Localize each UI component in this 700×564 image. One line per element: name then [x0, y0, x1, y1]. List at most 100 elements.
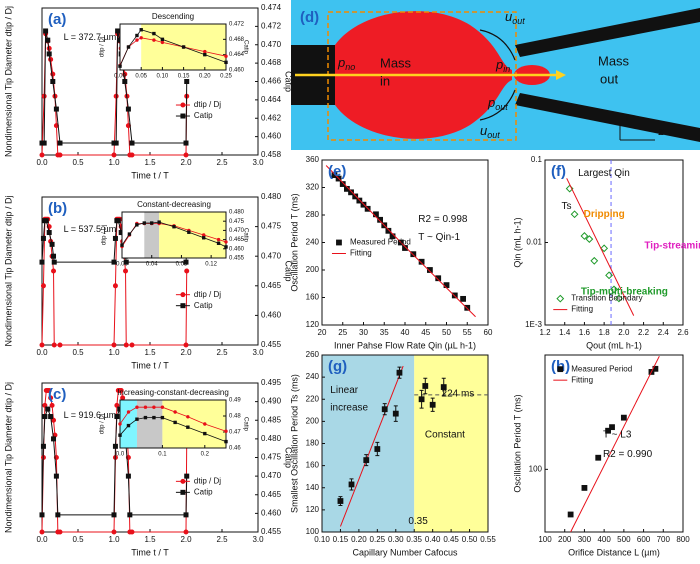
flow-arrow	[479, 89, 516, 121]
marker	[224, 429, 228, 433]
y-tick-label: 1E-3	[525, 320, 542, 329]
marker	[48, 395, 54, 401]
marker	[356, 197, 363, 204]
marker	[152, 415, 156, 420]
region	[162, 400, 226, 448]
x-tick-label: 0.00	[116, 262, 128, 268]
x-tick-label: 300	[578, 535, 592, 544]
marker	[123, 259, 129, 265]
x-tick-label: 50	[442, 328, 451, 337]
x-tick-label: 400	[597, 535, 611, 544]
marker	[173, 410, 177, 414]
annotation: Ts	[562, 201, 572, 212]
y2-tick-label: 0.468	[229, 37, 245, 43]
y-tick-label: 160	[306, 293, 320, 302]
marker	[402, 245, 408, 251]
marker	[224, 240, 228, 244]
y-axis-label: Qin (mL h-1)	[512, 217, 522, 267]
marker	[203, 431, 207, 436]
panel-label: (d)	[300, 9, 319, 26]
marker	[385, 227, 392, 234]
y-tick-label: 280	[306, 210, 320, 219]
legend-label: Measured Period	[350, 238, 411, 247]
y-tick-label: 240	[306, 372, 320, 381]
marker	[39, 512, 45, 518]
marker	[46, 387, 52, 393]
marker	[422, 383, 429, 389]
x-tick-label: 0.08	[176, 262, 188, 268]
y-axis-label: Smallest Oscillation Period Ts (ms)	[289, 374, 299, 513]
x-tick-label: 0.2	[201, 452, 210, 458]
y-tick-label: 260	[306, 350, 320, 359]
label: uout	[480, 123, 500, 140]
legend-label: Fitting	[571, 375, 593, 384]
y-tick-label: 100	[529, 464, 543, 473]
y-tick-label: 0.01	[526, 238, 542, 247]
legend-label: dtip / Dj	[194, 290, 221, 299]
marker	[567, 511, 574, 518]
marker	[600, 244, 609, 253]
y2-axis-label: Catip	[284, 71, 294, 92]
marker	[125, 473, 131, 479]
x-tick-label: 0.0	[36, 158, 48, 167]
x-tick-label: 1.0	[108, 158, 120, 167]
marker	[39, 342, 45, 348]
marker	[118, 64, 122, 68]
y2-axis-label: Catip	[242, 40, 248, 55]
marker	[115, 218, 121, 224]
y-axis-label: dtip / Dj	[102, 225, 108, 245]
marker	[557, 366, 564, 373]
legend-label: Transition Boundary	[571, 294, 642, 303]
marker	[46, 230, 52, 236]
y-tick-label: 140	[306, 483, 320, 492]
marker	[595, 454, 602, 461]
x-tick-label: 1.6	[579, 328, 591, 337]
x-tick-label: 700	[657, 535, 671, 544]
annotation: Tip-streaming	[644, 240, 700, 251]
panel-label: (b)	[48, 200, 67, 217]
marker	[609, 424, 615, 431]
y2-tick-label: 0.462	[261, 113, 282, 122]
annotation: R2 = 0.998	[418, 214, 468, 225]
x-tick-label: 200	[558, 535, 572, 544]
panel-label: (f)	[551, 163, 566, 180]
marker	[114, 414, 120, 420]
marker	[118, 387, 124, 393]
marker	[224, 439, 228, 444]
annotation: T ~ L3	[603, 429, 632, 440]
label: r	[626, 110, 630, 124]
marker	[112, 443, 118, 449]
marker	[216, 237, 221, 242]
label: pin	[495, 57, 510, 74]
y-axis-label: Nondimensional Tip Diameter dtip / Dj	[3, 382, 13, 533]
panel-label: (g)	[328, 358, 347, 375]
marker	[352, 193, 359, 200]
marker	[160, 37, 165, 42]
marker	[160, 40, 165, 45]
x-tick-label: 55	[463, 328, 472, 337]
label: out	[600, 71, 618, 86]
x-tick-label: 25	[338, 328, 347, 337]
marker	[46, 51, 52, 57]
plot-frame	[119, 23, 227, 71]
x-tick-label: 500	[617, 535, 631, 544]
marker	[118, 422, 122, 426]
x-axis-label: Time t / T	[131, 547, 169, 557]
x-tick-label: 1.8	[599, 328, 611, 337]
marker	[187, 230, 191, 234]
region	[322, 355, 415, 532]
annotation: L = 537.5 µm	[64, 224, 117, 234]
y2-tick-label: 0.474	[261, 3, 282, 12]
x-tick-label: 2.5	[216, 348, 228, 357]
marker	[427, 267, 433, 273]
marker	[363, 457, 370, 463]
x-axis-label: Time t / T	[131, 170, 169, 180]
x-tick-label: 30	[359, 328, 368, 337]
marker	[150, 221, 154, 225]
x-tick-label: 0.0	[36, 535, 48, 544]
label: uout	[505, 9, 525, 26]
series-line	[325, 165, 476, 318]
marker	[173, 420, 177, 425]
marker	[111, 259, 117, 265]
marker	[57, 529, 63, 535]
